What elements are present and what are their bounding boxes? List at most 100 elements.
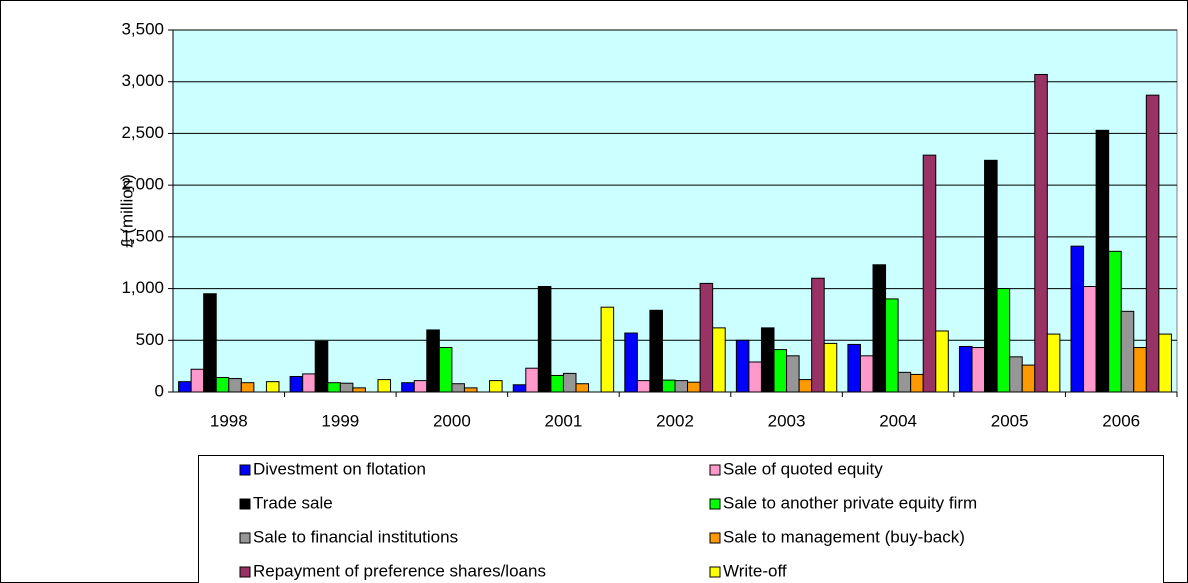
bar (859, 355, 874, 393)
bar (451, 383, 465, 393)
legend-label: Sale of quoted equity (723, 459, 883, 478)
legend-label: Trade sale (253, 493, 333, 512)
bar (1083, 286, 1097, 393)
bar (786, 355, 800, 393)
bar (512, 384, 527, 393)
legend-box (198, 455, 1164, 583)
bar (289, 375, 304, 393)
bar (575, 383, 590, 393)
legend-label: Sale to financial institutions (253, 527, 458, 546)
bar (872, 264, 887, 393)
legend-label: Repayment of preference shares/loans (253, 561, 546, 580)
legend-swatch (239, 532, 251, 544)
bar (811, 277, 825, 393)
bar (190, 368, 205, 393)
bar (438, 347, 453, 393)
legend-label: Write-off (723, 561, 787, 580)
bar (910, 373, 924, 393)
x-tick-label: 2000 (433, 411, 471, 430)
bar (426, 329, 440, 393)
y-tick-label: 1,500 (121, 226, 164, 245)
legend-swatch (709, 566, 721, 578)
bar (624, 332, 638, 393)
bar (1158, 333, 1172, 393)
x-tick-label: 1998 (210, 411, 248, 430)
y-tick-label: 3,500 (121, 19, 164, 38)
bar (314, 340, 329, 393)
bar (1133, 347, 1147, 393)
y-tick-label: 2,000 (121, 175, 164, 194)
bar (339, 382, 354, 393)
bar (823, 342, 838, 393)
bar (674, 380, 689, 393)
bar (773, 349, 788, 393)
bar (203, 293, 217, 393)
bar (649, 309, 663, 393)
bar (661, 379, 676, 393)
plot-area (172, 29, 1178, 393)
bar (525, 367, 539, 393)
bar (847, 343, 861, 393)
x-tick-label: 1999 (321, 411, 359, 430)
legend-label: Sale to another private equity firm (723, 493, 977, 512)
x-tick-label: 2006 (1102, 411, 1140, 430)
x-tick-label: 2001 (545, 411, 583, 430)
bar (401, 382, 415, 393)
legend-swatch (239, 566, 251, 578)
legend-swatch (709, 464, 721, 476)
bar (735, 339, 750, 393)
bar (1034, 73, 1048, 393)
bar (699, 282, 714, 393)
bar (228, 378, 242, 393)
bar (922, 154, 937, 393)
bar (996, 288, 1011, 393)
bar (600, 306, 615, 393)
bar (562, 372, 577, 393)
y-tick-label: 1,000 (121, 278, 164, 297)
x-tick-label: 2004 (879, 411, 917, 430)
bar (971, 347, 986, 393)
bar (327, 382, 341, 393)
legend-swatch (709, 498, 721, 510)
legend-label: Divestment on flotation (253, 459, 426, 478)
bar (413, 380, 428, 393)
y-tick-label: 2,500 (121, 123, 164, 142)
bar (984, 159, 998, 393)
bar (265, 381, 280, 393)
bar (550, 374, 564, 393)
bar (1070, 245, 1085, 393)
bar (636, 380, 651, 393)
bar (760, 327, 775, 393)
bar (748, 361, 762, 393)
bar (352, 387, 366, 393)
y-tick-label: 0 (155, 381, 164, 400)
bar (240, 382, 255, 393)
bar (885, 298, 899, 393)
bar (463, 387, 478, 393)
bar (798, 379, 813, 393)
y-axis-label: £ (million) (117, 174, 136, 248)
bar (178, 381, 192, 393)
legend-label: Sale to management (buy-back) (723, 527, 965, 546)
bar (215, 377, 230, 393)
bar (302, 373, 316, 393)
bar (377, 379, 392, 393)
bar (1046, 333, 1061, 393)
bar (489, 380, 503, 393)
bar (1108, 250, 1122, 393)
legend-swatch (239, 498, 251, 510)
bar (712, 327, 726, 393)
y-tick-label: 3,000 (121, 71, 164, 90)
bar (1095, 129, 1110, 393)
legend-swatch (709, 532, 721, 544)
bar (537, 286, 552, 393)
bar (1009, 356, 1023, 393)
bar (1120, 310, 1135, 393)
x-tick-label: 2005 (991, 411, 1029, 430)
bar (1145, 94, 1160, 393)
bar (687, 381, 701, 393)
bar (935, 330, 949, 393)
bar (897, 371, 912, 393)
bar (1021, 364, 1036, 393)
y-tick-label: 500 (136, 330, 164, 349)
